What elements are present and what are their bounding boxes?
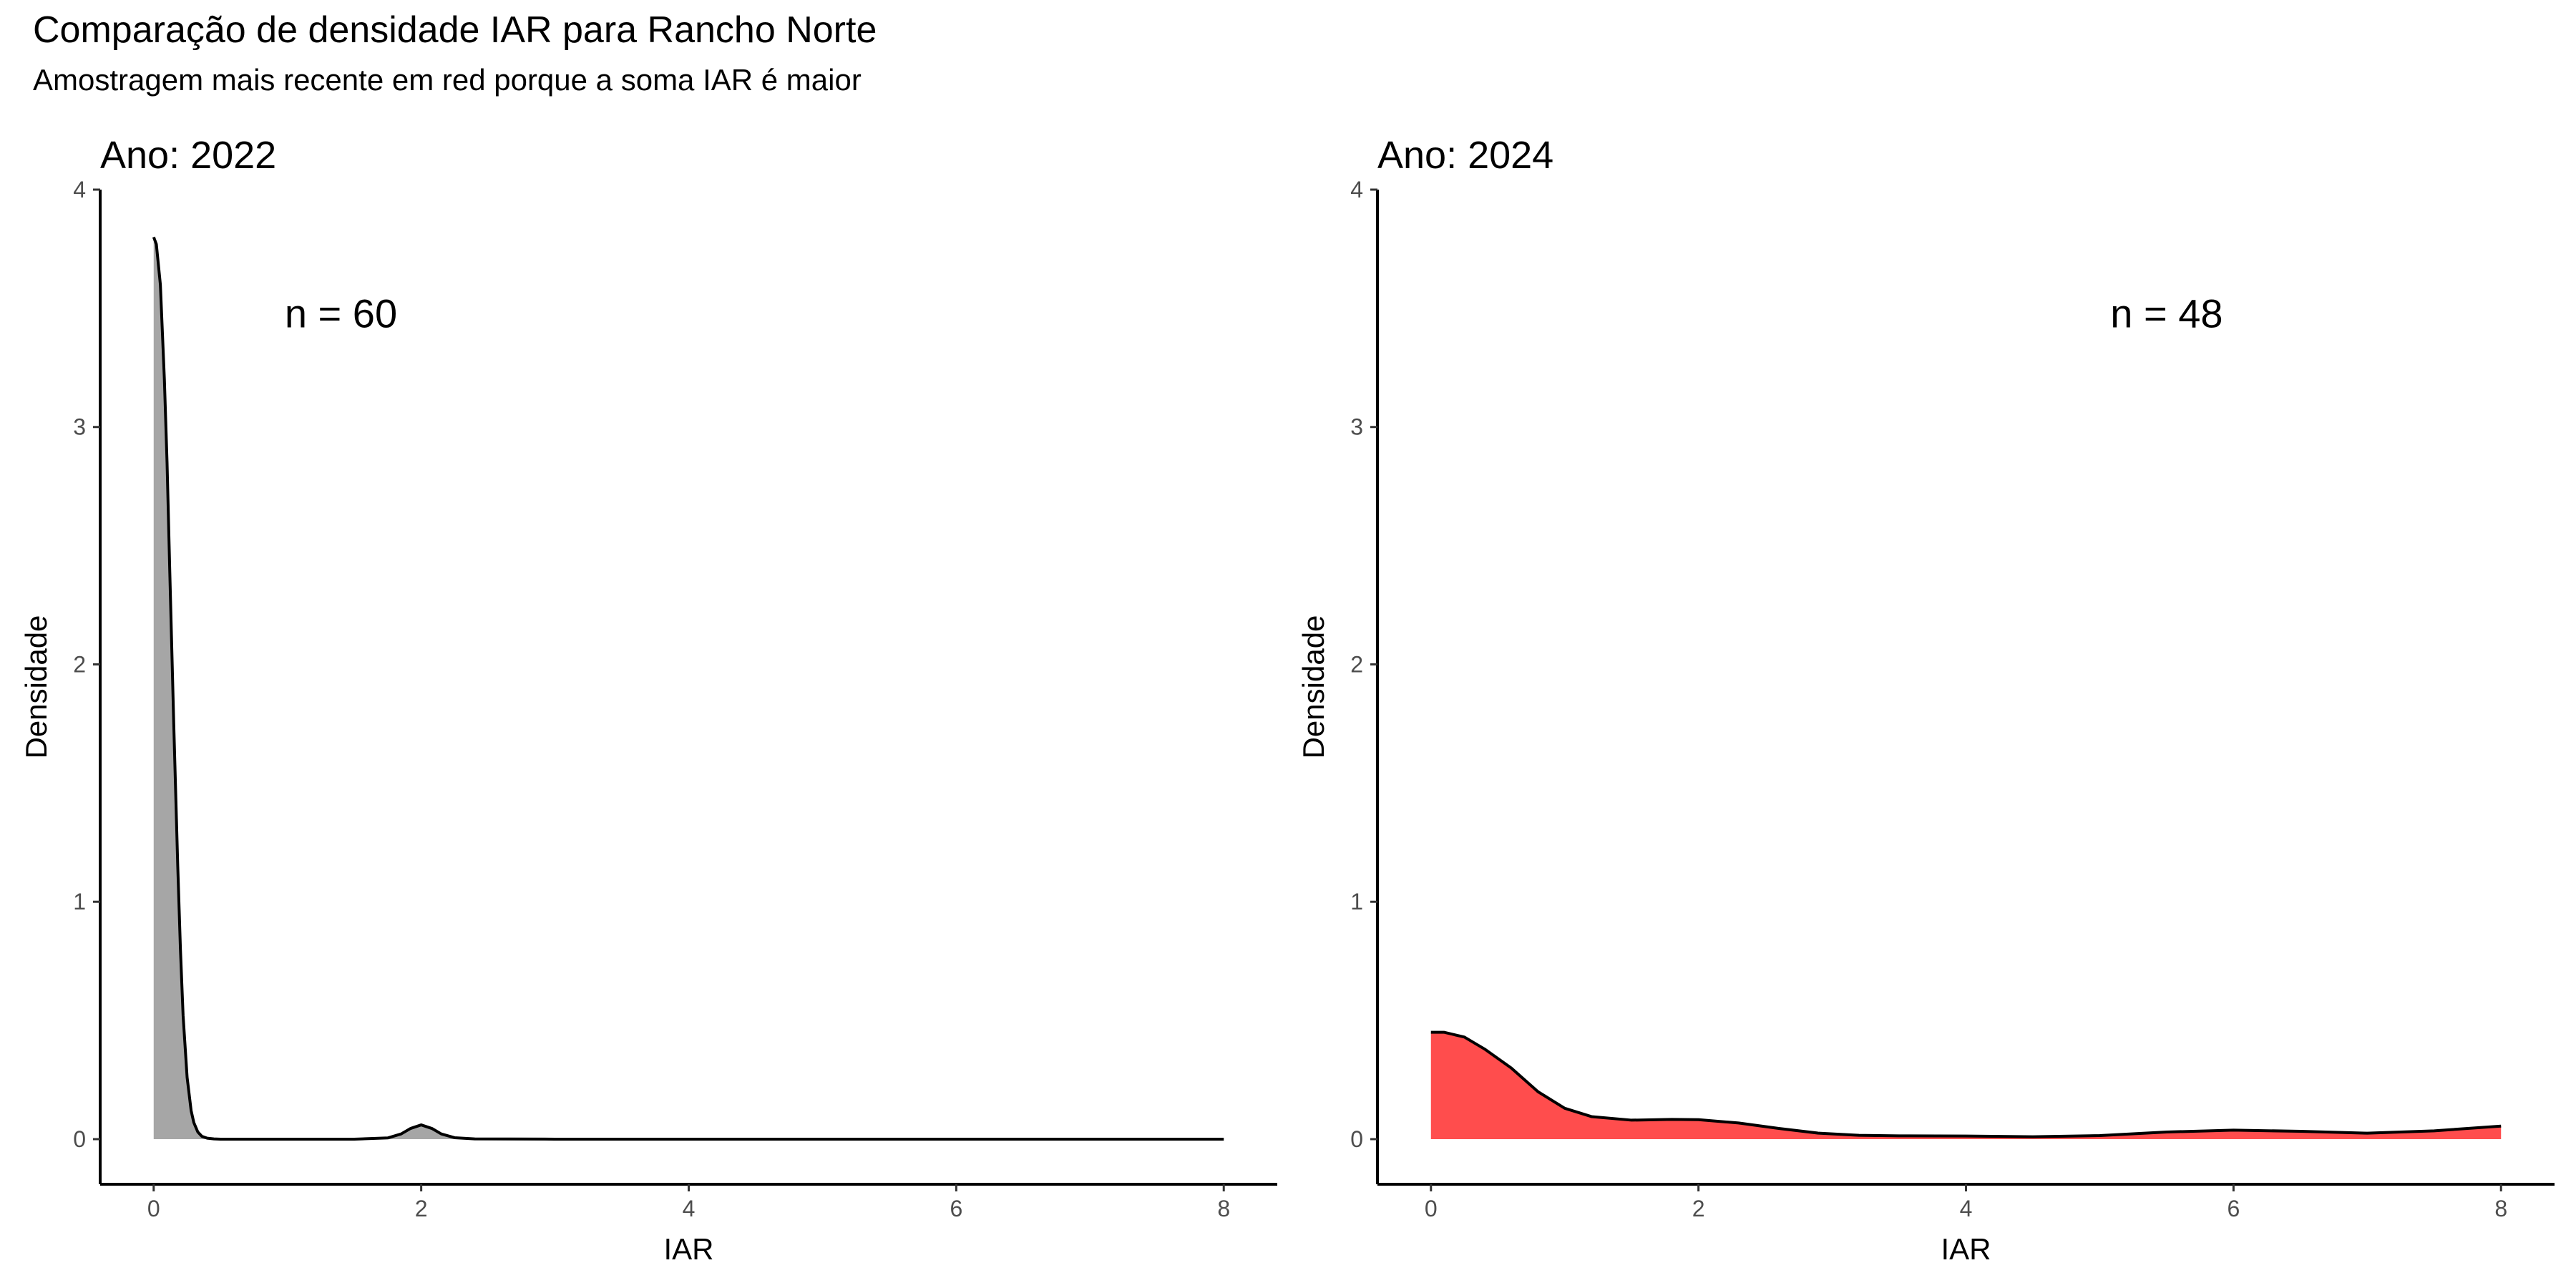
x-tick-label: 8 xyxy=(2494,1196,2507,1221)
y-tick-label: 2 xyxy=(1350,651,1363,677)
x-tick-label: 6 xyxy=(950,1196,962,1221)
density-line xyxy=(1430,1030,2502,1138)
y-axis-title: Densidade xyxy=(1297,615,1330,759)
sample-size-label: n = 48 xyxy=(2110,291,2223,336)
density-area xyxy=(1430,1032,2502,1139)
facet-title: Ano: 2022 xyxy=(100,134,276,177)
y-tick-label: 2 xyxy=(73,651,86,677)
chart-subtitle: Amostragem mais recente em red porque a … xyxy=(33,63,862,97)
y-tick-label: 3 xyxy=(1350,414,1363,440)
facet-title: Ano: 2024 xyxy=(1377,134,1553,177)
y-tick-label: 0 xyxy=(73,1126,86,1152)
y-tick-label: 4 xyxy=(73,177,86,203)
x-tick-label: 0 xyxy=(147,1196,160,1221)
density-area xyxy=(153,237,1224,1139)
x-axis-title: IAR xyxy=(663,1232,713,1266)
chart-title: Comparação de densidade IAR para Rancho … xyxy=(33,9,877,51)
x-tick-label: 2 xyxy=(415,1196,428,1221)
y-tick-label: 3 xyxy=(73,414,86,440)
y-tick-label: 4 xyxy=(1350,177,1363,203)
density-line xyxy=(152,236,1224,1141)
y-tick-label: 1 xyxy=(1350,889,1363,914)
x-tick-label: 0 xyxy=(1425,1196,1438,1221)
x-tick-label: 4 xyxy=(1960,1196,1973,1221)
y-axis-title: Densidade xyxy=(19,615,53,759)
x-tick-label: 4 xyxy=(683,1196,696,1221)
x-axis-title: IAR xyxy=(1941,1232,1991,1266)
sample-size-label: n = 60 xyxy=(285,291,397,336)
x-tick-label: 8 xyxy=(1217,1196,1230,1221)
y-tick-label: 1 xyxy=(73,889,86,914)
panel-2022: Ano: 2022 0 2 4 6 8 0 1 2 3 4 IAR Densidade n = 60 xyxy=(19,134,1277,1266)
panel-2024: Ano: 2024 0 2 4 6 8 0 1 2 3 4 IAR Densidade n = 48 xyxy=(1297,134,2555,1266)
y-tick-label: 0 xyxy=(1350,1126,1363,1152)
x-tick-label: 6 xyxy=(2227,1196,2240,1221)
x-tick-label: 2 xyxy=(1692,1196,1705,1221)
